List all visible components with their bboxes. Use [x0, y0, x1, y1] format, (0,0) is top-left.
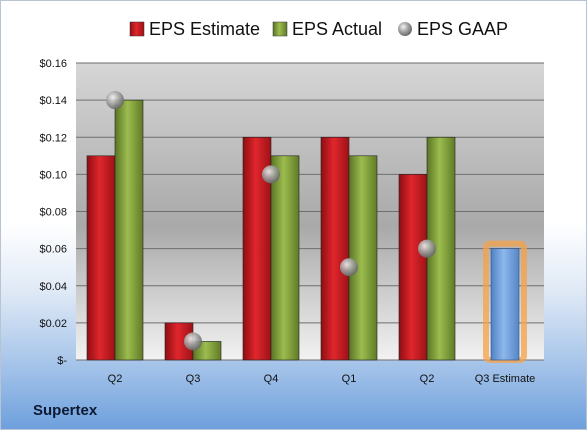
legend: EPS Estimate EPS Actual EPS GAAP: [129, 19, 508, 39]
x-tick-label: Q3 Estimate: [475, 373, 536, 385]
eps-estimate-bar: [86, 155, 116, 361]
x-tick-label: Q2: [108, 373, 123, 385]
legend-swatch: [398, 22, 412, 36]
x-tick-label: Q3: [186, 373, 201, 385]
legend-label: EPS Actual: [292, 19, 382, 39]
eps-actual-bar: [270, 155, 300, 361]
eps-gaap-point: [184, 332, 202, 351]
bars: [86, 99, 527, 363]
legend-swatch: [129, 21, 145, 37]
y-tick-label: $0.06: [39, 244, 67, 256]
y-tick-label: $0.02: [39, 318, 67, 330]
y-tick-label: $0.08: [39, 207, 67, 219]
x-axis: Q2 Q3 Q4 Q1 Q2 Q3 Estimate: [108, 373, 536, 385]
x-tick-label: Q2: [420, 373, 435, 385]
legend-label: EPS GAAP: [417, 19, 508, 39]
x-tick-label: Q1: [342, 373, 357, 385]
y-tick-label: $0.10: [39, 169, 67, 181]
eps-estimate-forecast-bar: [490, 248, 520, 361]
y-tick-label: $0.14: [39, 95, 67, 107]
y-tick-label: $-: [57, 355, 67, 367]
eps-estimate-bar: [320, 136, 350, 361]
eps-gaap-point: [106, 91, 124, 110]
eps-gaap-point: [418, 239, 436, 258]
eps-gaap-point: [340, 258, 358, 277]
x-tick-label: Q4: [264, 373, 279, 385]
y-axis: $- $0.02 $0.04 $0.06 $0.08 $0.10 $0.12 $0.14 $0.…: [39, 58, 67, 367]
eps-actual-bar: [348, 155, 378, 361]
y-tick-label: $0.16: [39, 58, 67, 70]
legend-swatch: [272, 21, 288, 37]
y-tick-label: $0.12: [39, 132, 67, 144]
company-name: Supertex: [33, 402, 98, 419]
eps-estimate-bar: [398, 174, 428, 361]
legend-label: EPS Estimate: [149, 19, 260, 39]
eps-actual-bar: [114, 99, 144, 361]
y-tick-label: $0.04: [39, 281, 67, 293]
gaap-points: [106, 91, 436, 351]
eps-gaap-point: [262, 165, 280, 184]
grid-lines: [76, 62, 544, 361]
